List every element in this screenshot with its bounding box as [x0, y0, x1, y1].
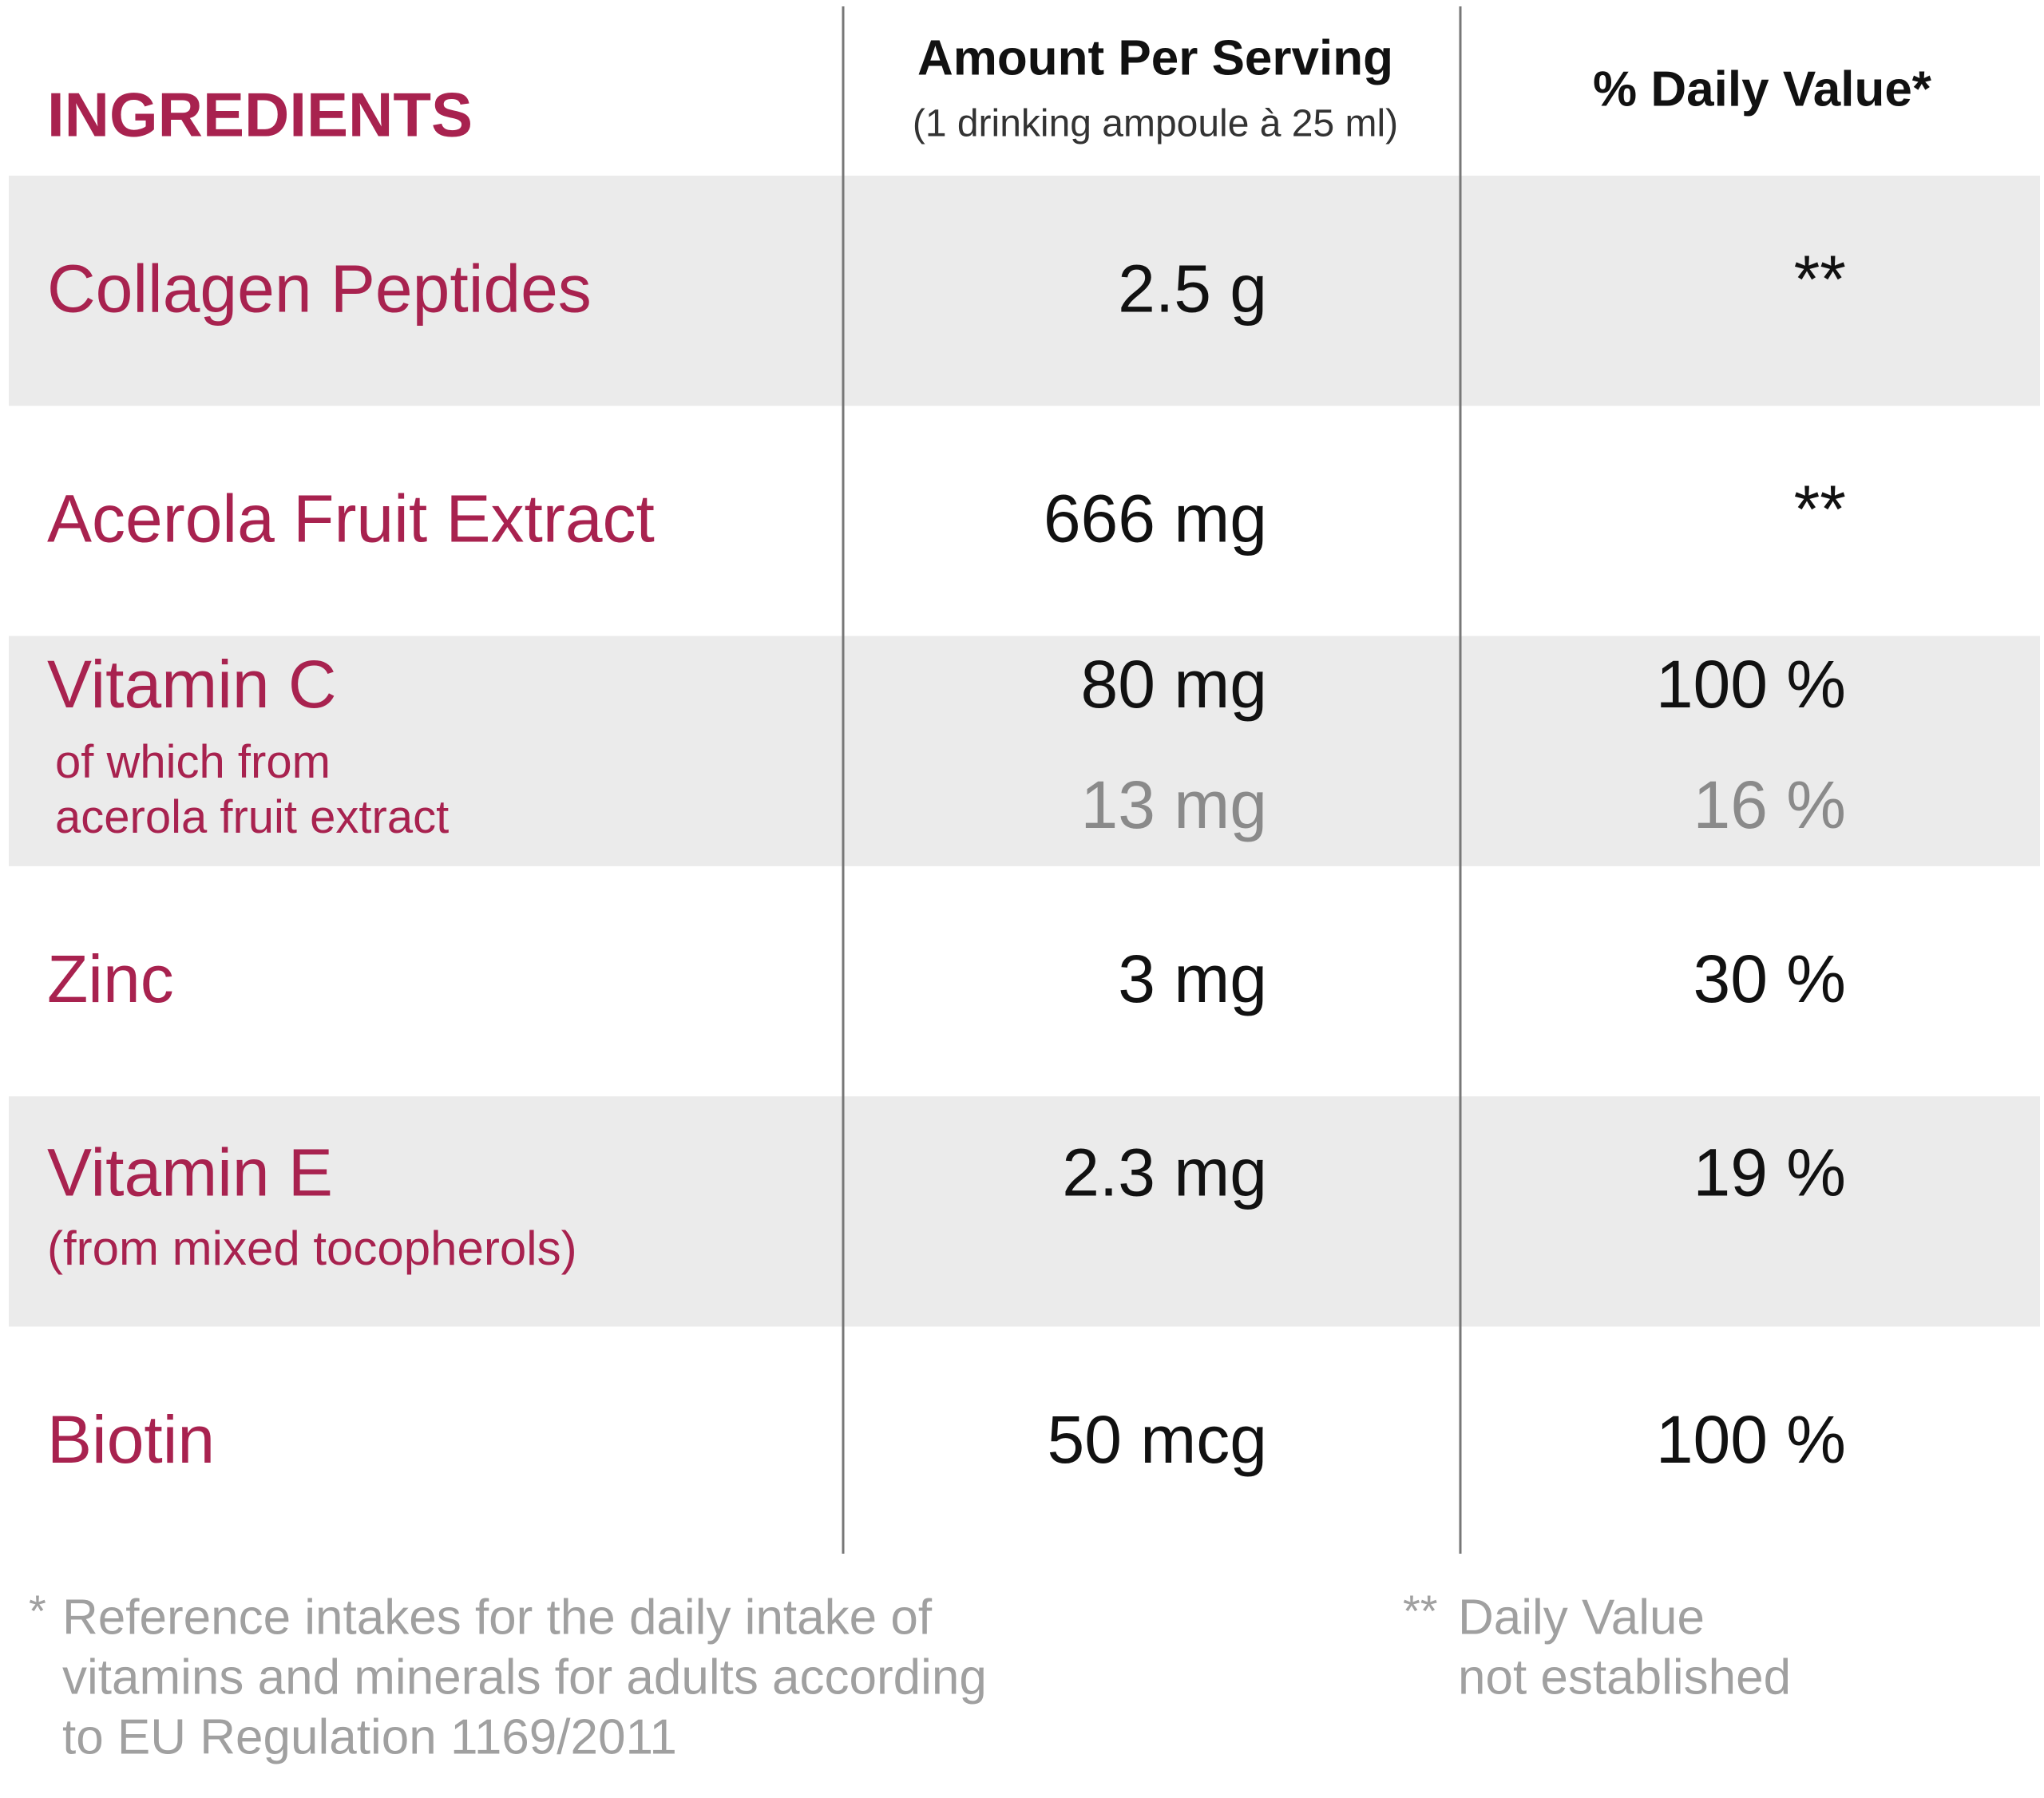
footnote-text: Daily Value: [1458, 1590, 1705, 1645]
daily-value: 100 %: [1656, 1402, 1846, 1477]
footnote-text: vitamins and minerals for adults accordi…: [62, 1649, 987, 1705]
daily-value: 19 %: [1693, 1135, 1846, 1210]
amount: 3 mg: [1118, 941, 1267, 1016]
column-header: Amount Per Serving: [917, 30, 1393, 85]
daily-value: 100 %: [1656, 647, 1846, 722]
footnote-marker: **: [1403, 1586, 1438, 1636]
table-title: INGREDIENTS: [47, 80, 473, 150]
column-header: % Daily Value*: [1593, 61, 1932, 117]
ingredient-note: (from mixed tocopherols): [47, 1222, 577, 1275]
daily-value: **: [1794, 472, 1846, 547]
footnote-text: not established: [1458, 1649, 1791, 1705]
sub-daily-value: 16 %: [1693, 767, 1846, 842]
footnote-text: to EU Regulation 1169/2011: [62, 1709, 677, 1764]
amount: 80 mg: [1081, 647, 1267, 722]
ingredient-name: Collagen Peptides: [47, 251, 592, 326]
ingredient-note: of which from: [55, 736, 331, 788]
amount: 2.3 mg: [1062, 1135, 1267, 1210]
ingredient-name: Biotin: [47, 1402, 215, 1477]
amount: 2.5 g: [1118, 251, 1267, 326]
amount: 666 mg: [1044, 481, 1267, 556]
ingredient-name: Zinc: [47, 941, 174, 1016]
ingredient-note: acerola fruit extract: [55, 791, 449, 843]
footnote-marker: *: [29, 1586, 46, 1636]
row-band: [9, 1096, 2040, 1327]
ingredient-name: Vitamin E: [47, 1135, 333, 1210]
daily-value: **: [1794, 241, 1846, 316]
daily-value: 30 %: [1693, 941, 1846, 1016]
row-band: [9, 176, 2040, 406]
ingredient-name: Vitamin C: [47, 647, 337, 722]
footnote-text: Reference intakes for the daily intake o…: [62, 1590, 933, 1645]
column-subheader: (1 drinking ampoule à 25 ml): [913, 103, 1398, 145]
ingredient-name: Acerola Fruit Extract: [47, 481, 655, 556]
row-band: [9, 636, 2040, 866]
sub-amount: 13 mg: [1081, 767, 1267, 842]
amount: 50 mcg: [1048, 1402, 1267, 1477]
